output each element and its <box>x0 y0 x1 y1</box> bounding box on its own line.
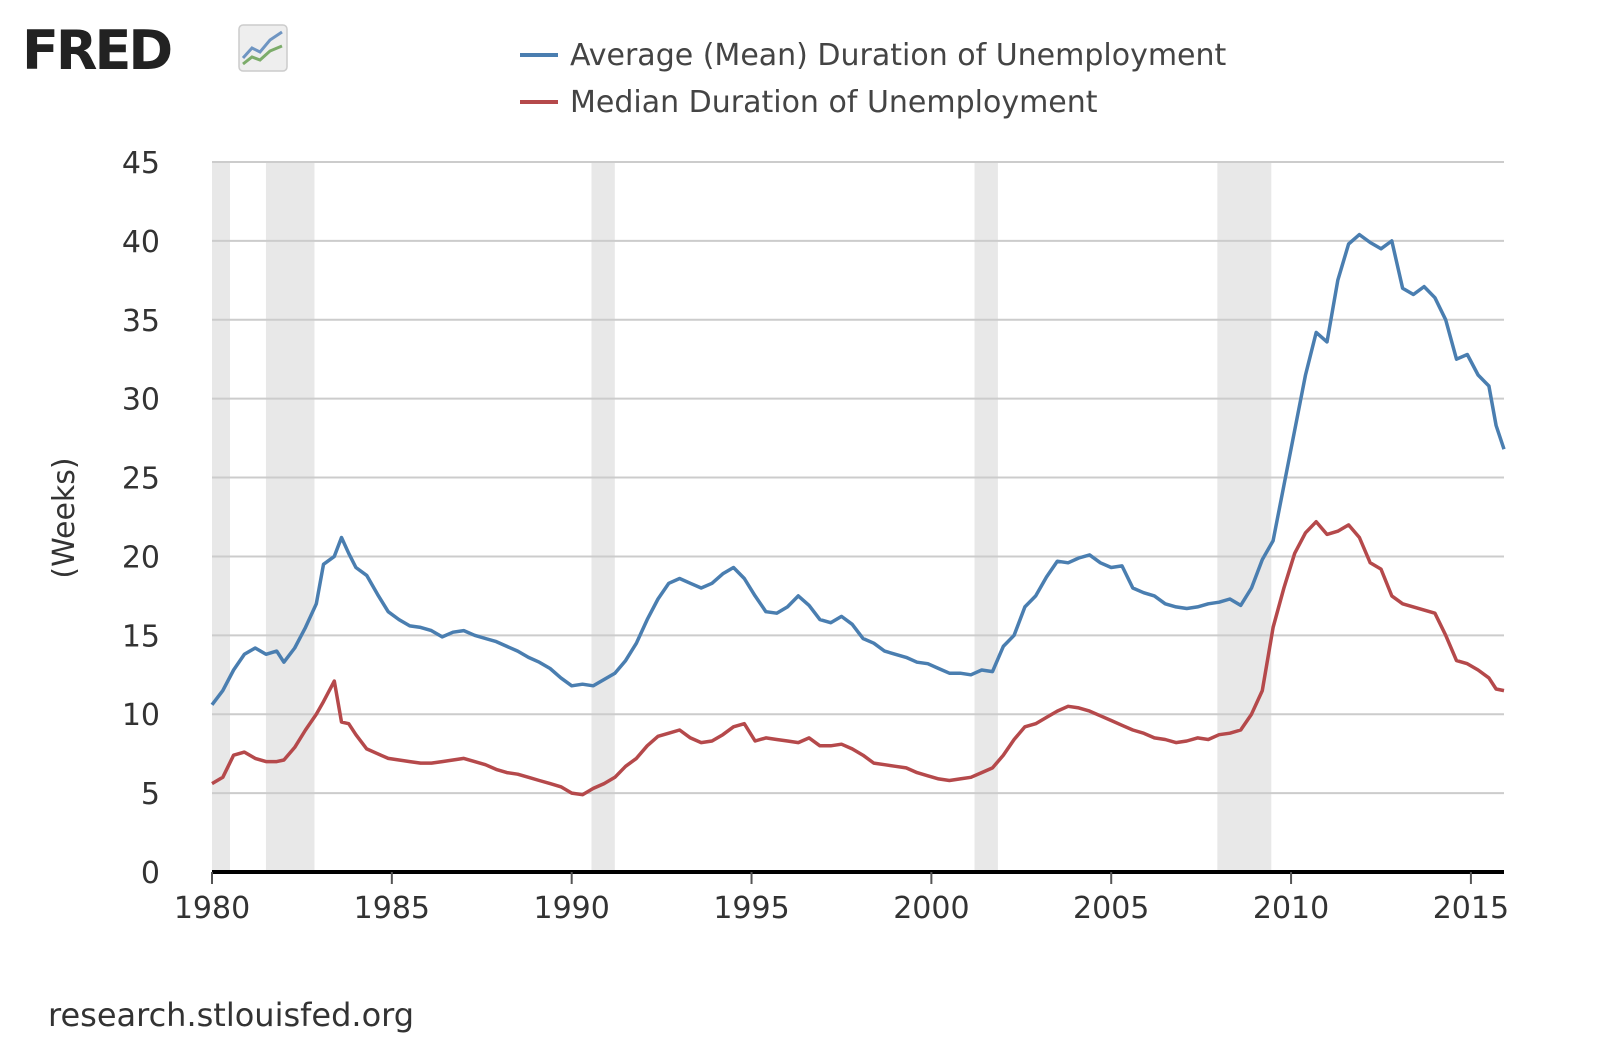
x-tick-label-1995: 1995 <box>713 891 789 926</box>
y-tick-label-25: 25 <box>122 462 160 497</box>
legend-label-mean: Average (Mean) Duration of Unemployment <box>570 38 1227 73</box>
series-line-median <box>211 519 1505 797</box>
y-tick-label-35: 35 <box>122 304 160 339</box>
line-chart-icon <box>238 24 288 72</box>
recession-band-1 <box>265 162 315 872</box>
x-tick-label-2005: 2005 <box>1073 891 1149 926</box>
y-tick-label-40: 40 <box>122 225 160 260</box>
x-tick-label-2010: 2010 <box>1253 891 1329 926</box>
y-tick-label-5: 5 <box>141 777 160 812</box>
x-tick-label-1980: 1980 <box>174 891 250 926</box>
y-axis-label: (Weeks) <box>47 457 82 578</box>
series-line-mean <box>210 232 1506 706</box>
axes: 0 5 10 15 20 25 30 35 40 45 1980 1985 1990 1995 2000 20… <box>122 146 1509 926</box>
recession-band-4 <box>1217 162 1272 872</box>
y-tick-label-0: 0 <box>141 856 160 891</box>
logo-text: FRED <box>22 19 173 82</box>
y-tick-label-15: 15 <box>122 619 160 654</box>
grid-lines <box>212 161 1504 795</box>
x-tick-label-1985: 1985 <box>354 891 430 926</box>
recession-bands <box>212 162 1272 872</box>
y-tick-label-30: 30 <box>122 383 160 418</box>
recession-band-0 <box>212 162 230 872</box>
legend: Average (Mean) Duration of Unemployment … <box>520 38 1227 120</box>
recession-band-2 <box>591 162 615 872</box>
legend-label-median: Median Duration of Unemployment <box>570 85 1098 120</box>
source-url: research.stlouisfed.org <box>48 996 415 1034</box>
y-tick-label-10: 10 <box>122 698 160 733</box>
y-tick-label-20: 20 <box>122 540 160 575</box>
y-tick-label-45: 45 <box>122 146 160 181</box>
x-tick-label-2015: 2015 <box>1433 891 1509 926</box>
series-lines <box>210 232 1506 797</box>
x-tick-label-1990: 1990 <box>534 891 610 926</box>
fred-logo: FRED <box>22 19 288 82</box>
recession-band-3 <box>974 162 998 872</box>
x-tick-label-2000: 2000 <box>893 891 969 926</box>
